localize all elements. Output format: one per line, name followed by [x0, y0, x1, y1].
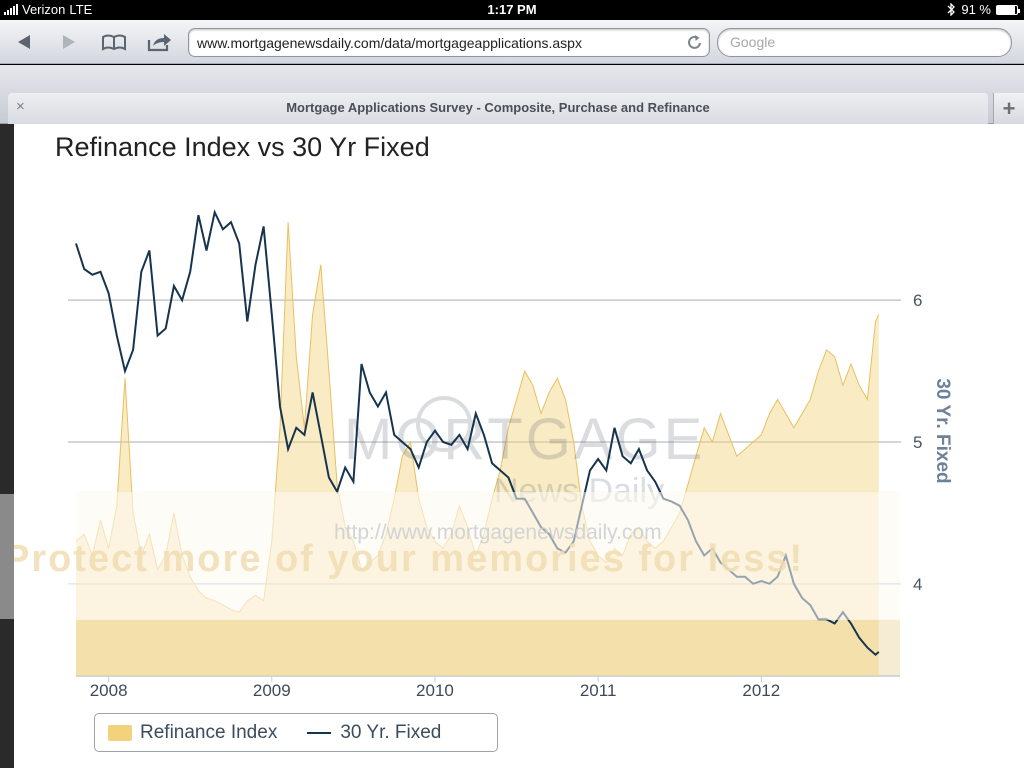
reload-icon[interactable] — [687, 34, 703, 51]
url-text: www.mortgagenewsdaily.com/data/mortgagea… — [197, 35, 582, 51]
status-bar: Verizon LTE 1:17 PM 91 % — [0, 0, 1024, 20]
share-button[interactable] — [145, 29, 175, 55]
y-axis: 4 5 6 — [913, 291, 922, 594]
back-button[interactable] — [9, 29, 39, 55]
x-tick-label-2010: 2010 — [416, 681, 454, 700]
back-icon — [18, 35, 30, 49]
x-axis: 2008 2009 2010 2011 2012 — [90, 676, 780, 700]
bookmarks-icon — [102, 34, 126, 51]
refinance-rate-chart: MORTGAGE News Daily http://www.mortgagen… — [14, 209, 1024, 700]
globe-icon — [416, 396, 472, 452]
y-axis-label: 30 Yr. Fixed — [932, 378, 953, 483]
forward-icon — [63, 35, 75, 49]
legend-label-refinance[interactable]: Refinance Index — [140, 721, 278, 743]
legend-swatch-refinance — [108, 724, 132, 741]
address-bar[interactable]: www.mortgagenewsdaily.com/data/mortgagea… — [188, 28, 710, 57]
legend-line-rate — [307, 731, 332, 734]
new-tab-button[interactable]: + — [993, 93, 1024, 124]
tab-title: Mortgage Applications Survey - Composite… — [286, 100, 710, 115]
status-right: 91 % — [947, 2, 1020, 17]
page-edge — [0, 124, 14, 768]
y-tick-label-4: 4 — [913, 575, 922, 594]
forward-button[interactable] — [54, 29, 84, 55]
carrier-label: Verizon — [22, 2, 66, 17]
x-tick-label-2008: 2008 — [90, 681, 128, 700]
plus-icon: + — [1002, 95, 1016, 121]
close-icon[interactable]: × — [16, 98, 25, 115]
bookmarks-button[interactable] — [99, 29, 129, 55]
watermark-url: http://www.mortgagenewsdaily.com — [334, 521, 662, 544]
chart-title: Refinance Index vs 30 Yr Fixed — [55, 132, 430, 162]
tab-active[interactable]: × Mortgage Applications Survey - Composi… — [8, 93, 988, 124]
watermark-band — [14, 492, 1024, 620]
watermark-protect-text: Protect more of your memories for less! — [14, 538, 804, 580]
bluetooth-icon — [947, 3, 956, 16]
battery-icon — [996, 4, 1020, 15]
clock: 1:17 PM — [487, 2, 537, 17]
battery-percent: 91 % — [961, 2, 991, 17]
chart-legend: Refinance Index 30 Yr. Fixed — [94, 713, 498, 752]
x-tick-label-2009: 2009 — [253, 681, 291, 700]
x-tick-label-2011: 2011 — [580, 681, 617, 700]
legend-label-rate[interactable]: 30 Yr. Fixed — [340, 721, 442, 743]
search-bar[interactable] — [717, 28, 1012, 57]
y-tick-label-6: 6 — [913, 291, 922, 310]
web-page: Refinance Index vs 30 Yr Fixed MORTGAGE … — [0, 124, 1024, 768]
x-tick-label-2012: 2012 — [742, 681, 780, 700]
search-input[interactable] — [730, 34, 1000, 50]
signal-icon — [4, 4, 18, 15]
watermark-overlay: http://www.mortgagenewsdaily.com Protect… — [14, 492, 1024, 620]
share-icon — [147, 34, 171, 52]
browser-toolbar: www.mortgagenewsdaily.com/data/mortgagea… — [0, 20, 1024, 64]
network-label: LTE — [69, 2, 93, 17]
page-edge-highlight — [0, 494, 14, 619]
status-left: Verizon LTE — [4, 2, 92, 17]
tab-strip: × Mortgage Applications Survey - Composi… — [0, 65, 1024, 124]
battery-fill — [997, 5, 1016, 14]
chart-band-0 — [76, 619, 900, 676]
y-tick-label-5: 5 — [913, 433, 922, 452]
